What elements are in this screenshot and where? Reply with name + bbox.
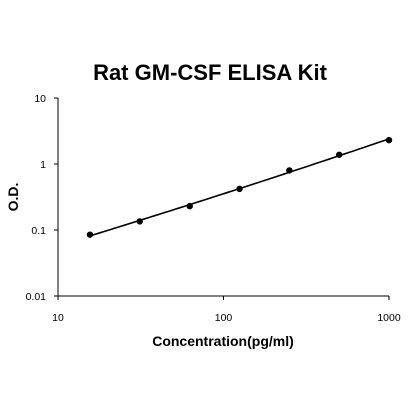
data-point: [136, 218, 143, 225]
x-axis-label: Concentration(pg/ml): [152, 333, 294, 349]
y-tick-label: 10: [34, 93, 46, 105]
data-point: [86, 231, 94, 238]
data-point: [335, 151, 343, 158]
x-tick-label: 10: [52, 312, 64, 324]
y-tick-label: 1: [40, 159, 46, 171]
data-point: [385, 136, 393, 144]
y-axis-ticks: 0.01 0.1 1 10: [26, 93, 58, 303]
chart-title: Rat GM-CSF ELISA Kit: [93, 60, 328, 85]
data-point: [236, 185, 243, 193]
y-axis-label: O.D.: [5, 183, 21, 212]
y-tick-label: 0.01: [26, 291, 47, 303]
x-axis-ticks: 10 100 1000: [52, 296, 401, 324]
plot-area: [86, 136, 393, 238]
x-tick-label: 100: [215, 312, 233, 324]
x-tick-label: 1000: [377, 312, 401, 324]
data-point: [186, 202, 193, 210]
data-point: [286, 167, 293, 174]
y-tick-label: 0.1: [31, 225, 46, 237]
